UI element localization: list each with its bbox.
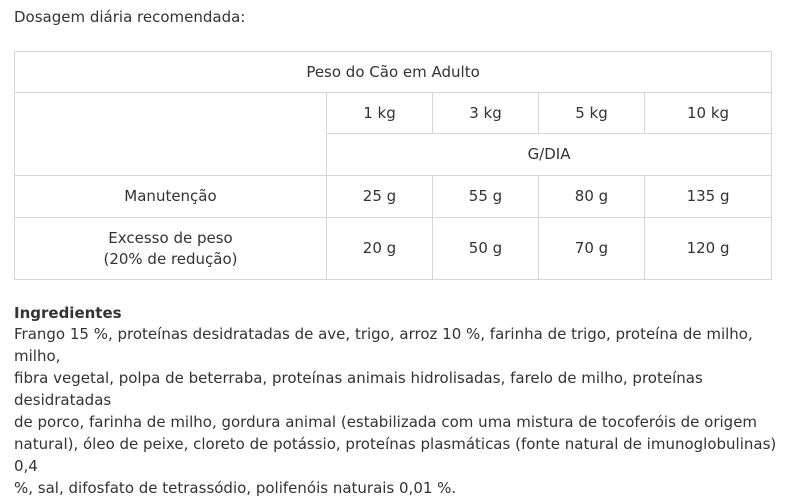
ingredients-title: Ingredientes	[14, 304, 122, 322]
row-label-line: Manutenção	[124, 187, 217, 205]
unit-cell: G/DIA	[325, 133, 773, 176]
adult-weight-header: Peso do Cão em Adulto	[13, 51, 773, 93]
ingredients-section: Ingredientes Frango 15 %, proteínas desi…	[14, 303, 784, 499]
dosage-heading: Dosagem diária recomendada:	[14, 8, 246, 26]
table-row: Manutenção 25 g 55 g 80 g 135 g	[14, 175, 773, 218]
dose-cell: 135 g	[643, 175, 773, 218]
ingredients-text: Frango 15 %, proteínas desidratadas de a…	[14, 323, 784, 499]
ingredients-line: natural), óleo de peixe, cloreto de potá…	[14, 435, 777, 475]
row-label-line: Excesso de peso	[108, 228, 233, 247]
row-label: Manutenção	[14, 175, 327, 218]
dose-cell: 55 g	[432, 175, 539, 218]
dose-cell: 25 g	[326, 175, 433, 218]
dosage-table: Peso do Cão em Adulto 1 kg 3 kg 5 kg 10 …	[13, 51, 773, 280]
table-row: Excesso de peso (20% de redução) 20 g 50…	[14, 217, 773, 280]
dose-cell: 120 g	[643, 217, 773, 280]
weights-row: 1 kg 3 kg 5 kg 10 kg	[14, 92, 773, 176]
row-label-line: (20% de redução)	[103, 249, 238, 268]
empty-corner-cell	[14, 92, 327, 176]
dose-cell: 70 g	[538, 217, 645, 280]
weight-cell: 5 kg	[538, 92, 645, 134]
ingredients-line: Frango 15 %, proteínas desidratadas de a…	[14, 325, 753, 365]
weight-cell: 3 kg	[432, 92, 539, 134]
weight-cell: 1 kg	[326, 92, 433, 134]
dose-cell: 50 g	[432, 217, 539, 280]
weight-cell: 10 kg	[643, 92, 773, 134]
ingredients-line: fibra vegetal, polpa de beterraba, prote…	[14, 369, 703, 409]
dose-cell: 20 g	[326, 217, 433, 280]
row-label: Excesso de peso (20% de redução)	[14, 217, 327, 280]
table-title-row: Peso do Cão em Adulto	[13, 51, 773, 93]
unit-row: G/DIA	[15, 133, 773, 176]
dose-cell: 80 g	[538, 175, 645, 218]
ingredients-line: %, sal, difosfato de tetrassódio, polife…	[14, 479, 457, 497]
ingredients-line: de porco, farinha de milho, gordura anim…	[14, 413, 758, 431]
